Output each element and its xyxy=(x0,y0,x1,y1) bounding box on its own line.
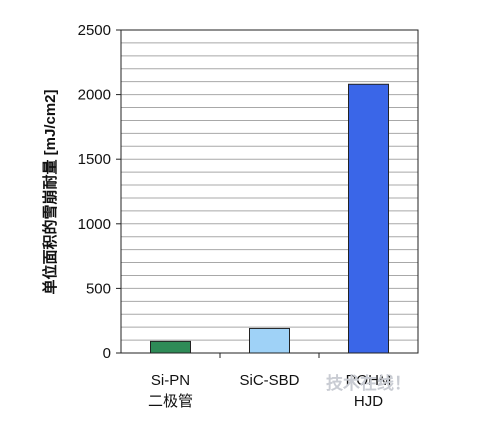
bar xyxy=(348,83,389,354)
y-tick-label: 1000 xyxy=(78,216,111,233)
watermark: 技术在线！ xyxy=(326,373,411,393)
bars xyxy=(150,83,389,354)
y-tick-label: 1500 xyxy=(78,151,111,168)
x-category-label: HJD xyxy=(354,393,383,410)
x-category-label: Si-PN xyxy=(151,372,190,389)
y-tick-label: 500 xyxy=(86,280,111,297)
x-category-label: ROHM xyxy=(346,372,392,389)
bar xyxy=(249,327,290,354)
y-tick-label: 2000 xyxy=(78,87,111,104)
y-tick-label: 2500 xyxy=(78,22,111,39)
y-axis-label: 单位面积的雪崩耐量 [mJ/cm2] xyxy=(41,89,59,294)
y-tick-label: 0 xyxy=(103,345,111,362)
bar xyxy=(150,340,191,354)
x-axis-labels: Si-PN 二极管 SiC-SBD ROHM HJD xyxy=(148,353,391,410)
x-category-label: 二极管 xyxy=(148,393,193,410)
x-category-label: SiC-SBD xyxy=(239,372,299,389)
y-axis-ticks: 0 500 1000 1500 2000 2500 xyxy=(78,22,121,362)
